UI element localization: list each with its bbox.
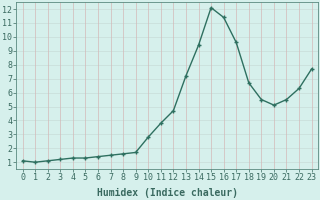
X-axis label: Humidex (Indice chaleur): Humidex (Indice chaleur)	[97, 188, 237, 198]
